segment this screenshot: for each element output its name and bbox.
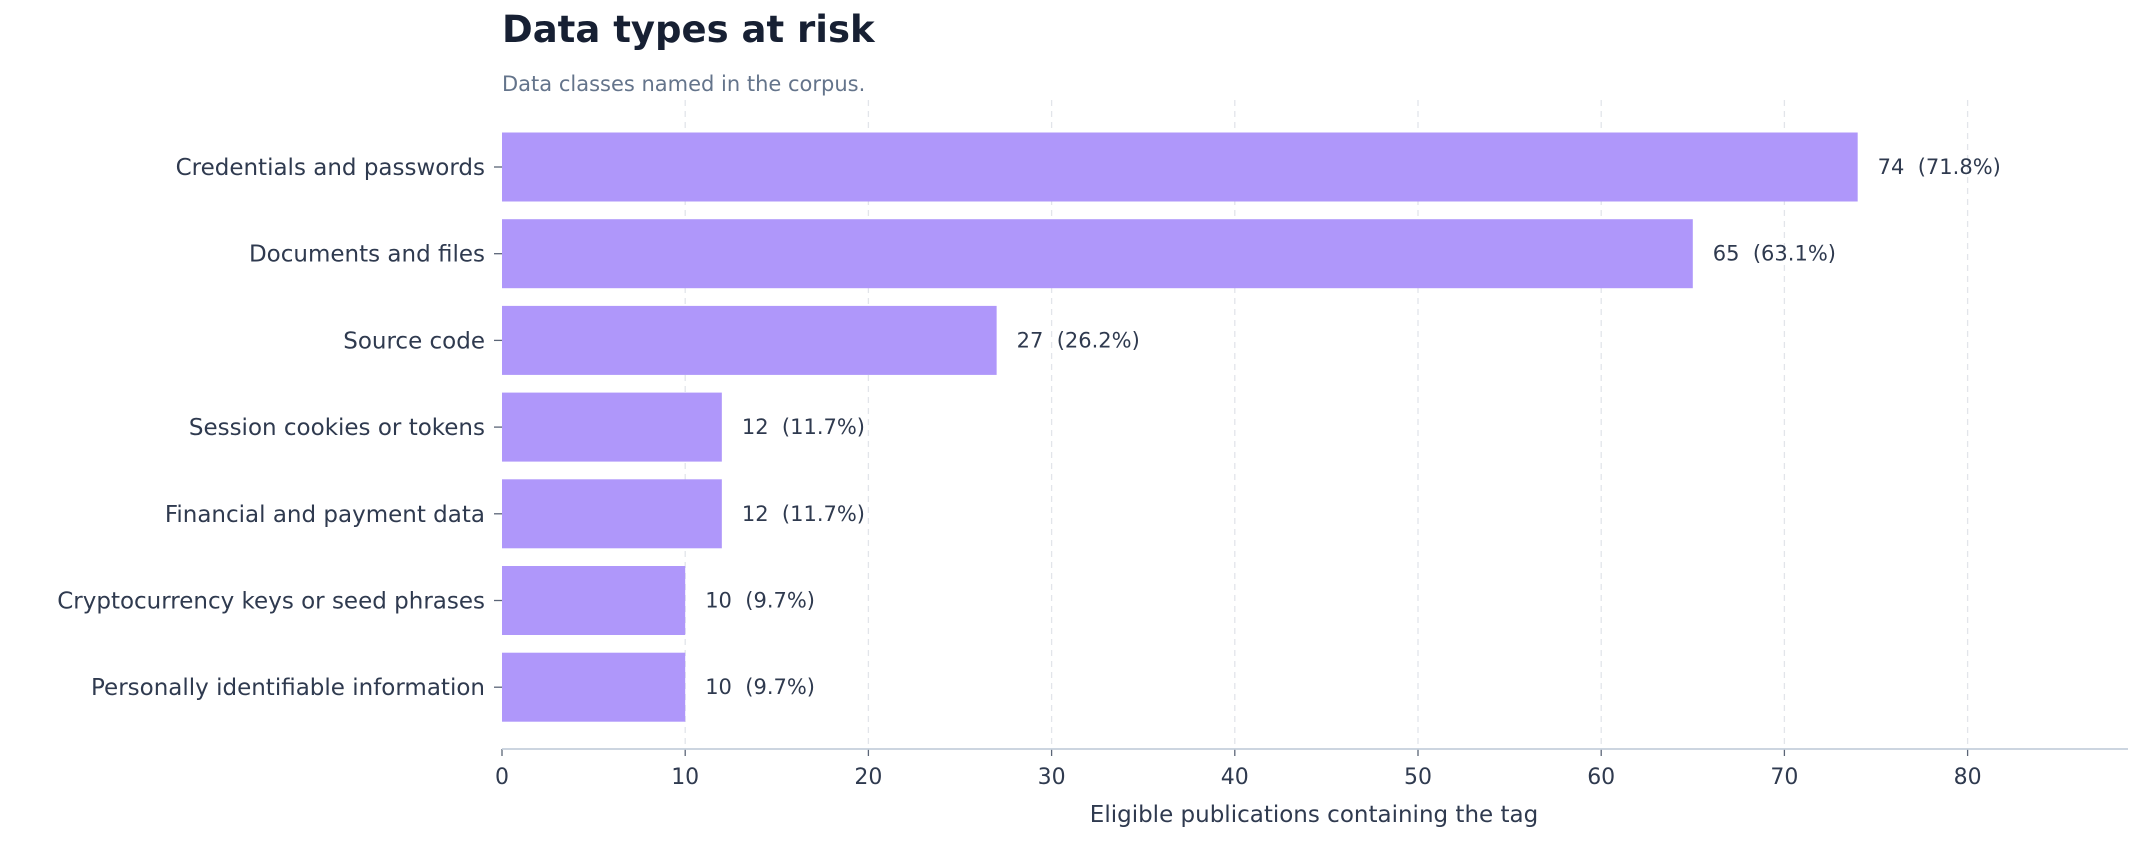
category-label: Documents and files [249, 242, 485, 268]
x-tick-label: 40 [1221, 765, 1249, 790]
x-tick-label: 60 [1587, 765, 1615, 790]
bar [502, 392, 722, 462]
chart-title: Data types at risk [502, 8, 875, 51]
category-label: Financial and payment data [165, 502, 485, 528]
category-label: Credentials and passwords [176, 155, 485, 181]
bar [502, 479, 722, 549]
x-tick-label: 70 [1770, 765, 1798, 790]
bars [502, 132, 1858, 722]
x-tick-label: 10 [671, 765, 699, 790]
category-label: Session cookies or tokens [189, 415, 485, 441]
data-label: 10 (9.7%) [705, 589, 815, 613]
category-label: Cryptocurrency keys or seed phrases [57, 589, 485, 615]
chart-subtitle: Data classes named in the corpus. [502, 72, 866, 96]
x-tick-label: 20 [854, 765, 882, 790]
bar [502, 305, 997, 375]
category-labels: Credentials and passwords Documents and f… [57, 155, 502, 701]
x-tick-label: 0 [495, 765, 509, 790]
x-tick-label: 50 [1404, 765, 1432, 790]
bar [502, 566, 686, 635]
category-label: Source code [343, 328, 485, 354]
bar [502, 652, 686, 722]
category-label: Personally identifiable information [91, 675, 485, 701]
data-label: 10 (9.7%) [705, 675, 815, 699]
x-axis-title: Eligible publications containing the tag [1090, 802, 1538, 828]
data-label: 12 (11.7%) [742, 415, 865, 439]
data-label: 74 (71.8%) [1878, 155, 2001, 179]
data-label: 27 (26.2%) [1017, 328, 1140, 352]
data-labels: 74 (71.8%) 65 (63.1%) 27 (26.2%) 12 (11.7%)… [705, 155, 2001, 699]
data-label: 12 (11.7%) [742, 502, 865, 526]
bar [502, 132, 1858, 202]
x-axis: 0 10 20 30 40 50 60 70 80 [495, 748, 2128, 790]
data-label: 65 (63.1%) [1713, 242, 1836, 266]
bar [502, 219, 1693, 289]
x-tick-label: 30 [1038, 765, 1066, 790]
x-tick-label: 80 [1954, 765, 1982, 790]
